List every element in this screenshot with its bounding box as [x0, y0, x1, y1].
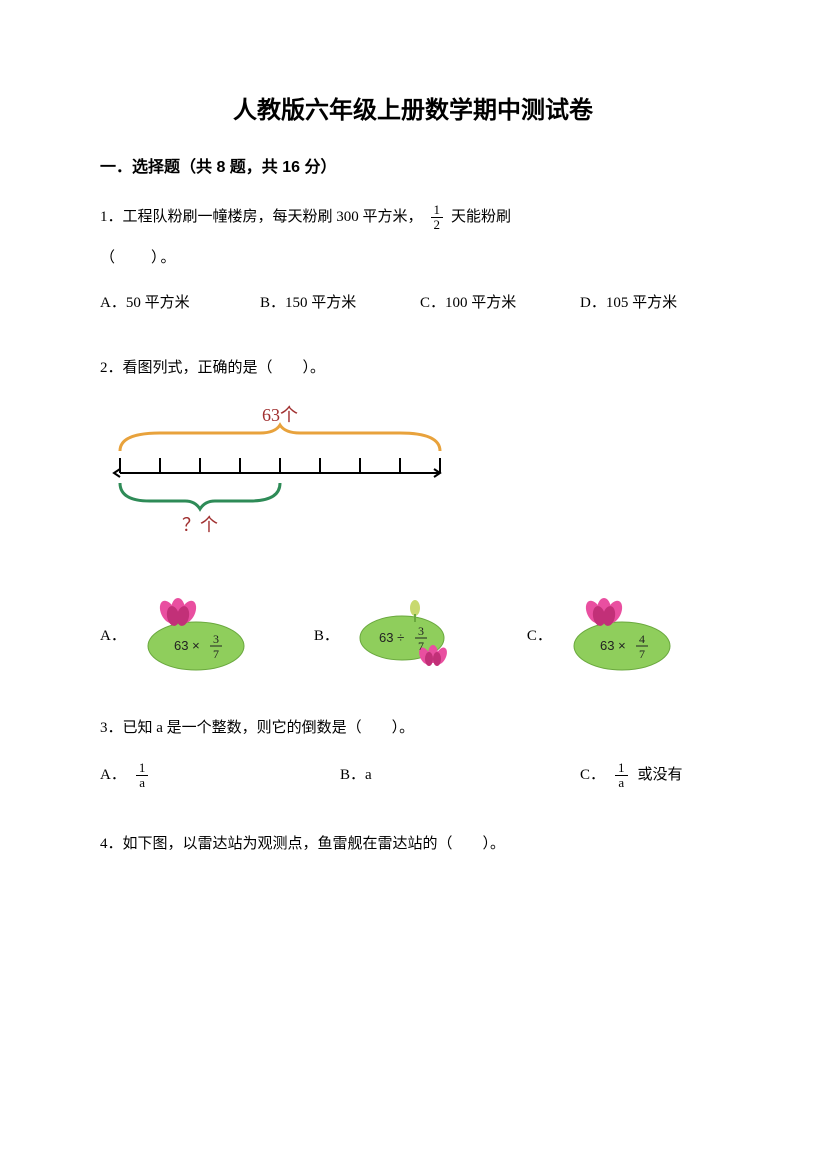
question-4: 4．如下图，以雷达站为观测点，鱼雷舰在雷达站的（ ）。: [100, 828, 726, 861]
diagram-bottom-label: ？个: [182, 515, 218, 535]
q1-frac-num: 1: [431, 203, 444, 218]
q1-option-b: B．150 平方米: [260, 287, 380, 320]
lotus-b-num: 3: [418, 624, 424, 638]
q2-option-c: C． 63 × 4 7: [527, 596, 680, 676]
q1-option-a: A．50 平方米: [100, 287, 220, 320]
q1-option-c: C．100 平方米: [420, 287, 540, 320]
q3-c-suffix: 或没有: [638, 759, 683, 792]
top-brace: [120, 425, 440, 451]
q2-b-label: B．: [314, 620, 339, 653]
q3-options: A． 1 a B．a C． 1 a 或没有: [100, 759, 726, 792]
q3-option-c: C． 1 a 或没有: [580, 759, 700, 792]
lotus-a-svg: 63 × 3 7: [134, 596, 254, 676]
bracket-diagram-svg: 63个: [100, 403, 460, 553]
diagram-top-label: 63个: [262, 405, 298, 425]
q2-option-a: A． 63 × 3 7: [100, 596, 254, 676]
lotus-a-expr-prefix: 63 ×: [174, 638, 200, 653]
tick-group: [120, 458, 440, 473]
q3-a-frac: 1 a: [136, 761, 149, 791]
bottom-brace: [120, 483, 280, 509]
exam-page: 人教版六年级上册数学期中测试卷 一．选择题（共 8 题，共 16 分） 1．工程…: [0, 0, 826, 931]
lotus-b-expr-prefix: 63 ÷: [379, 630, 404, 645]
q4-text: 4．如下图，以雷达站为观测点，鱼雷舰在雷达站的（ ）。: [100, 828, 726, 861]
lotus-c-expr-prefix: 63 ×: [600, 638, 626, 653]
q3-a-label: A．: [100, 759, 126, 792]
q1-prefix: 1．工程队粉刷一幢楼房，每天粉刷 300 平方米，: [100, 201, 423, 234]
question-3: 3．已知 a 是一个整数，则它的倒数是（ ）。 A． 1 a B．a C． 1 …: [100, 712, 726, 792]
q3-option-b: B．a: [340, 759, 460, 792]
q1-fraction: 1 2: [431, 203, 444, 233]
q2-option-b: B． 63 ÷ 3: [314, 596, 467, 676]
q1-frac-den: 2: [431, 218, 444, 232]
lotus-a-den: 7: [213, 647, 219, 661]
q3-text: 3．已知 a 是一个整数，则它的倒数是（ ）。: [100, 712, 726, 745]
q3-a-den: a: [136, 776, 148, 790]
q2-a-label: A．: [100, 620, 126, 653]
section-1-header: 一．选择题（共 8 题，共 16 分）: [100, 153, 726, 177]
page-title: 人教版六年级上册数学期中测试卷: [100, 90, 726, 125]
lotus-b-den: 7: [418, 639, 424, 653]
q3-c-den: a: [615, 776, 627, 790]
lotus-bud: [410, 600, 420, 616]
q1-suffix: 天能粉刷: [451, 201, 511, 234]
q2-text: 2．看图列式，正确的是（ ）。: [100, 352, 726, 385]
q3-c-frac: 1 a: [615, 761, 628, 791]
lotus-c-num: 4: [639, 632, 645, 646]
q1-options: A．50 平方米 B．150 平方米 C．100 平方米 D．105 平方米: [100, 287, 726, 320]
q2-options: A． 63 × 3 7: [100, 596, 726, 676]
q3-a-num: 1: [136, 761, 149, 776]
q3-c-label: C．: [580, 759, 605, 792]
q1-paren: （ ）。: [100, 242, 726, 275]
q3-option-a: A． 1 a: [100, 759, 220, 792]
lotus-a-num: 3: [213, 632, 219, 646]
question-1: 1．工程队粉刷一幢楼房，每天粉刷 300 平方米， 1 2 天能粉刷 （ ）。 …: [100, 201, 726, 320]
q3-c-num: 1: [615, 761, 628, 776]
question-2: 2．看图列式，正确的是（ ）。 63个: [100, 352, 726, 676]
lotus-c-svg: 63 × 4 7: [560, 596, 680, 676]
lotus-c-den: 7: [639, 647, 645, 661]
q1-option-d: D．105 平方米: [580, 287, 700, 320]
q1-text: 1．工程队粉刷一幢楼房，每天粉刷 300 平方米， 1 2 天能粉刷: [100, 201, 726, 234]
q2-c-label: C．: [527, 620, 552, 653]
q2-diagram: 63个: [100, 403, 726, 566]
lotus-b-svg: 63 ÷ 3 7: [347, 596, 467, 676]
